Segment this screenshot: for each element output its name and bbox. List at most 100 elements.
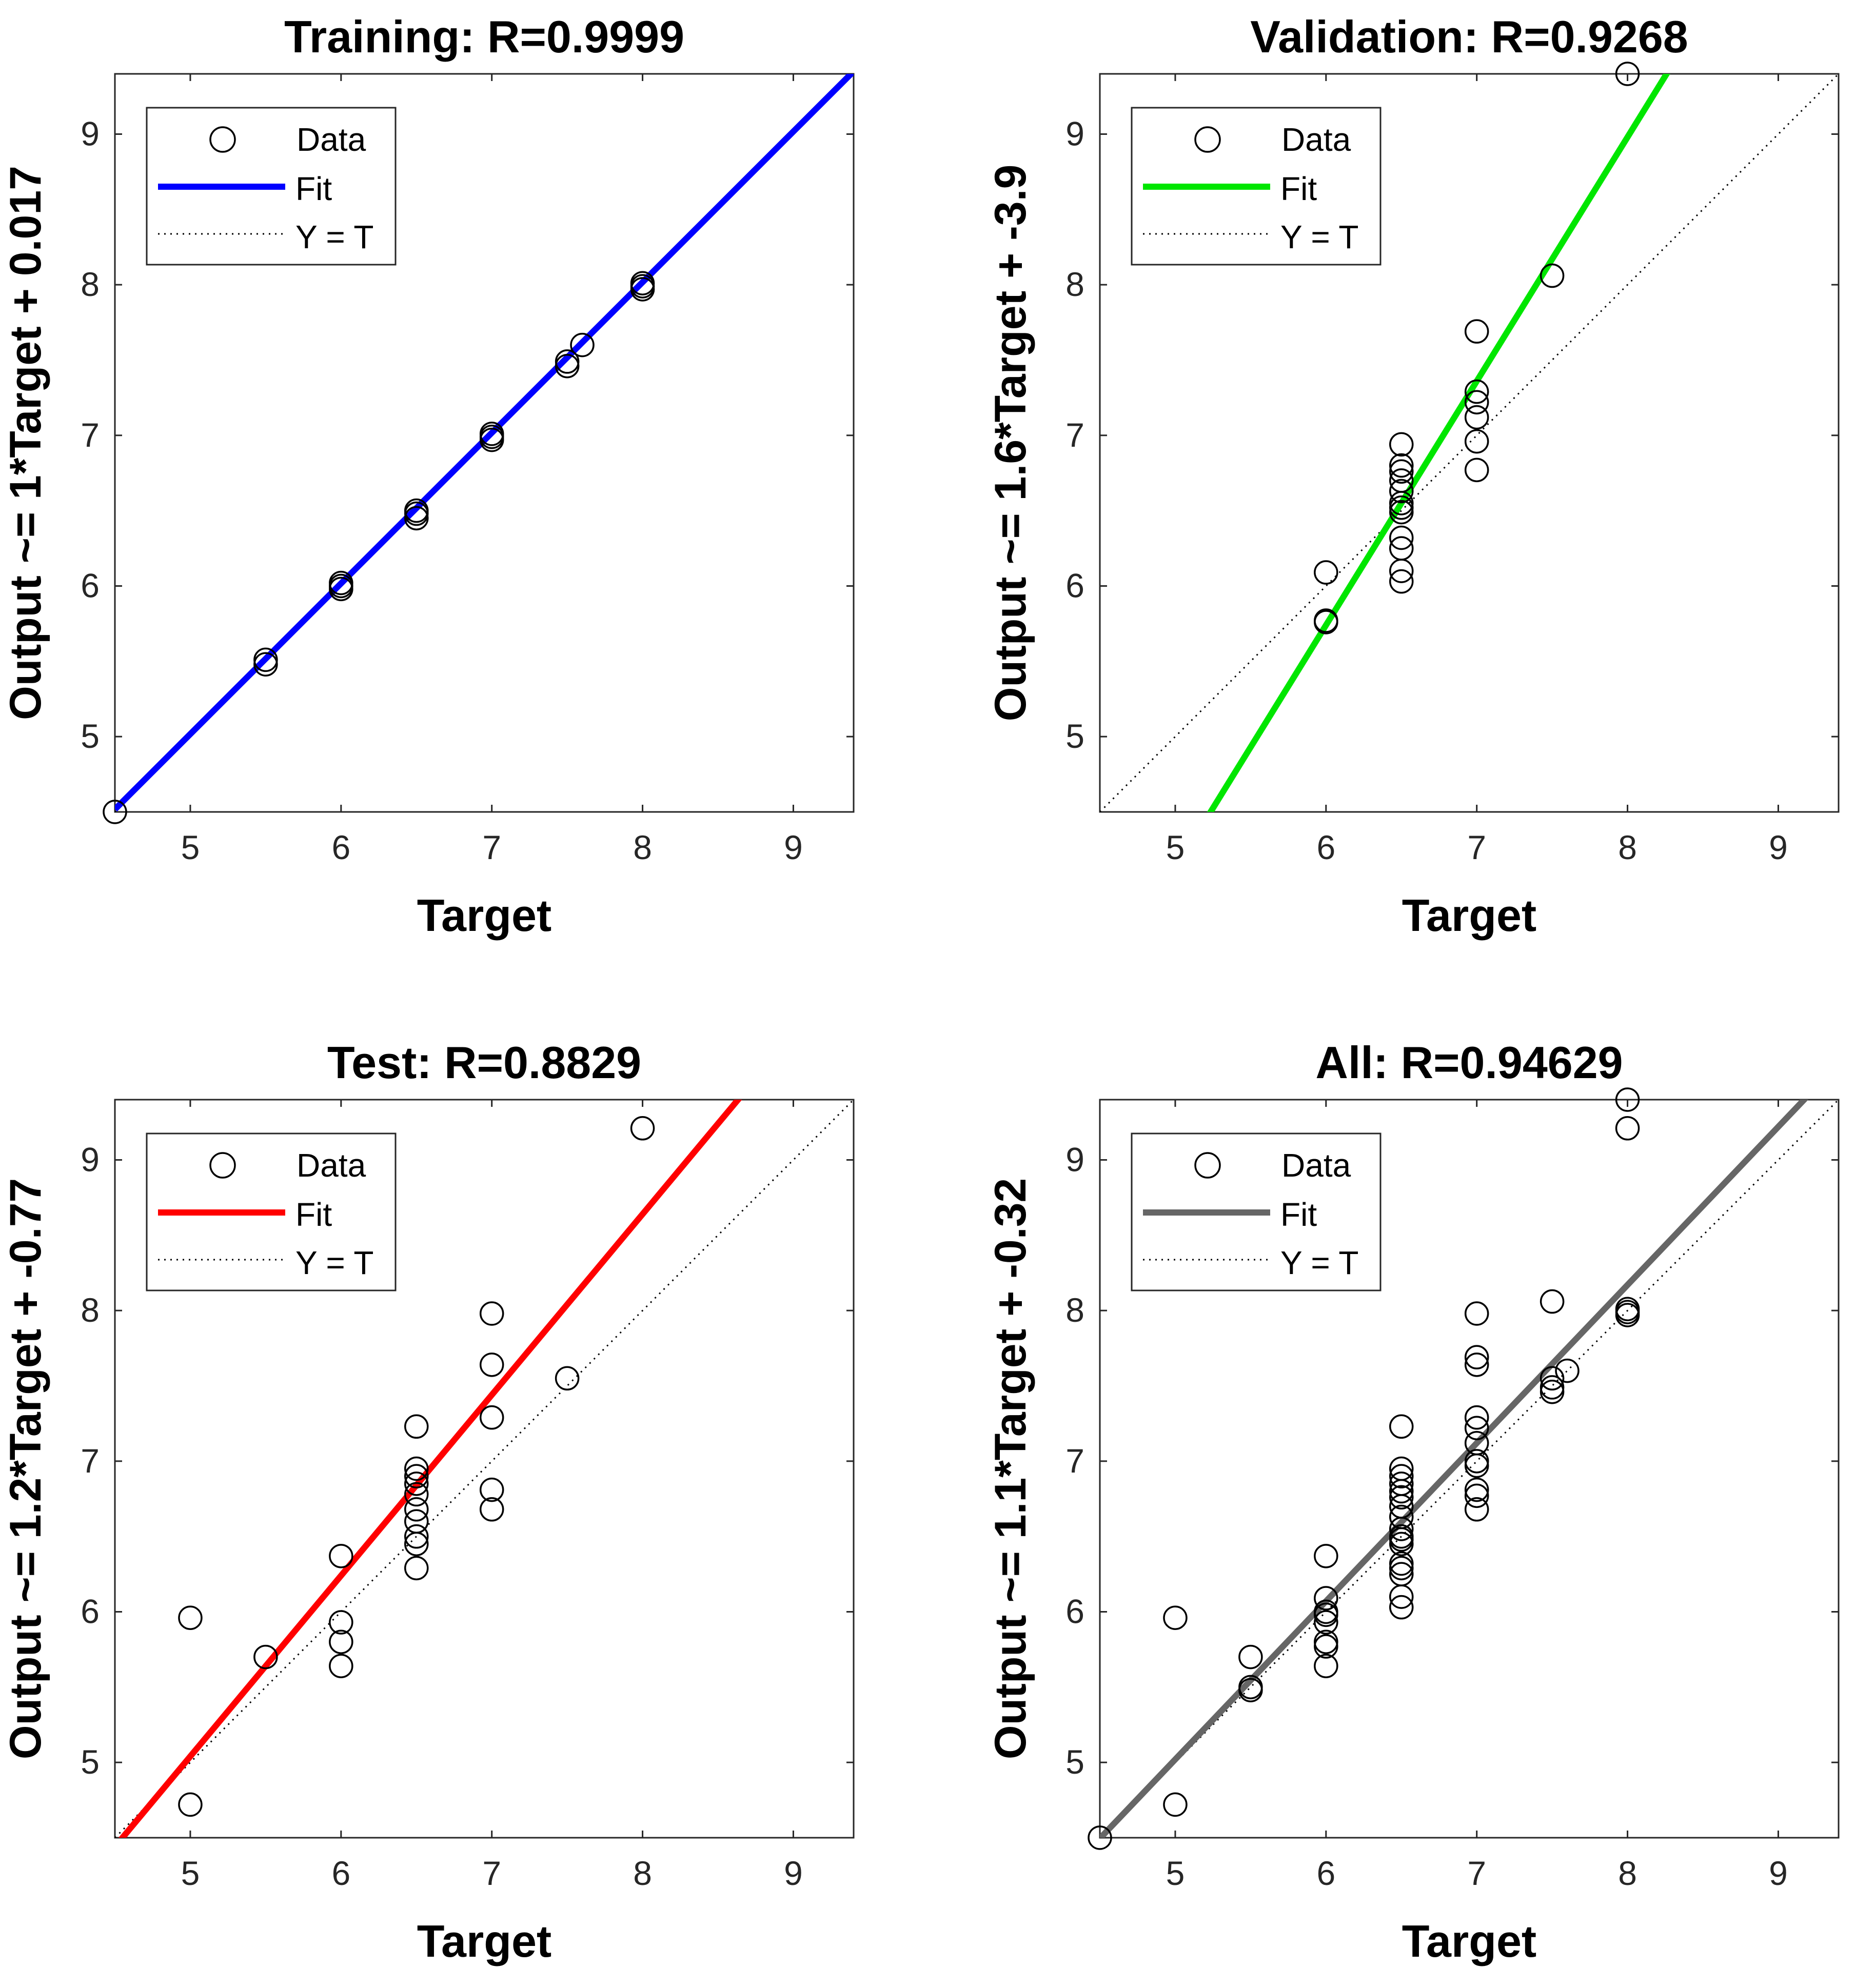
- data-point: [103, 800, 127, 824]
- x-tick-label: 5: [181, 828, 200, 866]
- y-tick-label: 9: [1065, 114, 1084, 152]
- data-point: [1389, 500, 1414, 525]
- fit-line: [115, 74, 854, 812]
- x-tick-label: 7: [1467, 828, 1486, 866]
- data-point: [404, 1524, 429, 1549]
- legend-label: Y = T: [1280, 1244, 1358, 1281]
- data-point: [1464, 390, 1489, 414]
- data-point: [1389, 559, 1414, 583]
- legend: Data Fit Y = T: [146, 107, 397, 266]
- data-point: [555, 349, 580, 374]
- data-point: [404, 498, 429, 523]
- data-point: [479, 1477, 504, 1502]
- x-tick-label: 8: [633, 1854, 652, 1892]
- data-point: [1615, 1116, 1640, 1141]
- data-point: [1464, 458, 1489, 483]
- data-point: [404, 1532, 429, 1557]
- data-point: [1464, 1416, 1489, 1440]
- y-tick-label: 5: [1065, 1743, 1084, 1781]
- axes-frame: [114, 1099, 855, 1839]
- data-point: [1540, 263, 1565, 288]
- data-point: [479, 1497, 504, 1522]
- data-point: [404, 1456, 429, 1481]
- data-point: [1389, 479, 1414, 504]
- x-tick-label: 9: [784, 1854, 803, 1892]
- data-point: [479, 1405, 504, 1430]
- data-point: [1389, 1479, 1414, 1504]
- y-tick-label: 7: [1065, 416, 1084, 454]
- data-point: [1314, 1634, 1338, 1659]
- data-point: [630, 271, 655, 295]
- x-axis-label: Target: [417, 890, 551, 941]
- data-point: [1389, 453, 1414, 478]
- data-point: [1238, 1678, 1263, 1702]
- axes-frame: [114, 73, 855, 813]
- x-tick-label: 9: [1769, 1854, 1788, 1892]
- data-point: [1464, 1301, 1489, 1326]
- y-axis-label: Output ~= 1.2*Target + -0.77: [1, 1178, 50, 1760]
- data-point: [1555, 1358, 1580, 1383]
- y-tick-label: 8: [81, 265, 100, 303]
- x-axis-label: Target: [1402, 890, 1536, 941]
- legend: Data Fit Y = T: [1131, 107, 1382, 266]
- data-point: [1464, 1405, 1489, 1430]
- data-point: [1615, 62, 1640, 86]
- legend-data-marker: [1194, 126, 1221, 153]
- data-point: [1163, 1605, 1188, 1630]
- data-point: [1389, 1464, 1414, 1488]
- chart-panel-1: 5 6 7 8 9 5 6 7 8 9 Training: R=0.9999 Target Output…: [1, 11, 855, 941]
- data-point: [329, 570, 353, 595]
- data-point: [253, 647, 278, 672]
- chart-title: Training: R=0.9999: [284, 11, 684, 62]
- data-point: [1238, 1644, 1263, 1669]
- legend-label: Fit: [295, 1196, 332, 1233]
- x-tick-label: 8: [1618, 828, 1637, 866]
- legend-data-marker: [209, 1152, 236, 1179]
- y-tick-label: 5: [1065, 717, 1084, 755]
- data-point: [404, 1472, 429, 1496]
- data-point: [1314, 1602, 1338, 1627]
- data-point: [1314, 1586, 1338, 1611]
- data-point: [1314, 560, 1338, 585]
- legend-label: Fit: [295, 170, 332, 207]
- data-point: [1389, 432, 1414, 457]
- y-axis-label: Output ~= 1.6*Target + -3.9: [986, 165, 1035, 722]
- y-tick-label: 7: [1065, 1442, 1084, 1480]
- y-tick-label: 6: [1065, 1592, 1084, 1630]
- data-point: [1615, 1087, 1640, 1112]
- legend-label: Y = T: [295, 1244, 373, 1281]
- data-point: [1540, 1366, 1565, 1391]
- data-point: [1464, 405, 1489, 430]
- legend-label: Y = T: [1280, 218, 1358, 255]
- chart-panel-3: 5 6 7 8 9 5 6 7 8 9 Test: R=0.8829 Target Output ~= …: [1, 1037, 855, 1966]
- data-point: [329, 1544, 353, 1568]
- y-tick-label: 5: [81, 717, 100, 755]
- legend-label: Data: [1281, 121, 1351, 158]
- data-point: [1389, 525, 1414, 550]
- chart-panel-4: 5 6 7 8 9 5 6 7 8 9 All: R=0.94629 Target Output ~= …: [986, 1037, 1840, 1966]
- x-tick-label: 8: [633, 828, 652, 866]
- chart-panel-2: 5 6 7 8 9 5 6 7 8 9 Validation: R=0.9268 Target Outp…: [986, 11, 1840, 941]
- x-axis-label: Target: [1402, 1916, 1536, 1966]
- data-point: [1389, 1595, 1414, 1620]
- data-point: [1314, 1610, 1338, 1635]
- x-tick-label: 6: [1316, 1854, 1335, 1892]
- data-point: [329, 1610, 353, 1635]
- data-point: [404, 1464, 429, 1488]
- data-point: [1389, 569, 1414, 594]
- legend-label: Y = T: [295, 218, 373, 255]
- chart-title: Validation: R=0.9268: [1250, 11, 1688, 62]
- x-tick-label: 6: [331, 1854, 350, 1892]
- x-axis-label: Target: [417, 1916, 551, 1966]
- data-point: [1464, 1477, 1489, 1502]
- data-point: [1389, 1414, 1414, 1439]
- y-tick-label: 6: [81, 1592, 100, 1630]
- fit-line: [118, 1100, 742, 1838]
- data-point: [1389, 1532, 1414, 1557]
- x-tick-label: 7: [1467, 1854, 1486, 1892]
- data-point: [630, 1116, 655, 1141]
- data-point: [404, 1497, 429, 1522]
- y-tick-label: 5: [81, 1743, 100, 1781]
